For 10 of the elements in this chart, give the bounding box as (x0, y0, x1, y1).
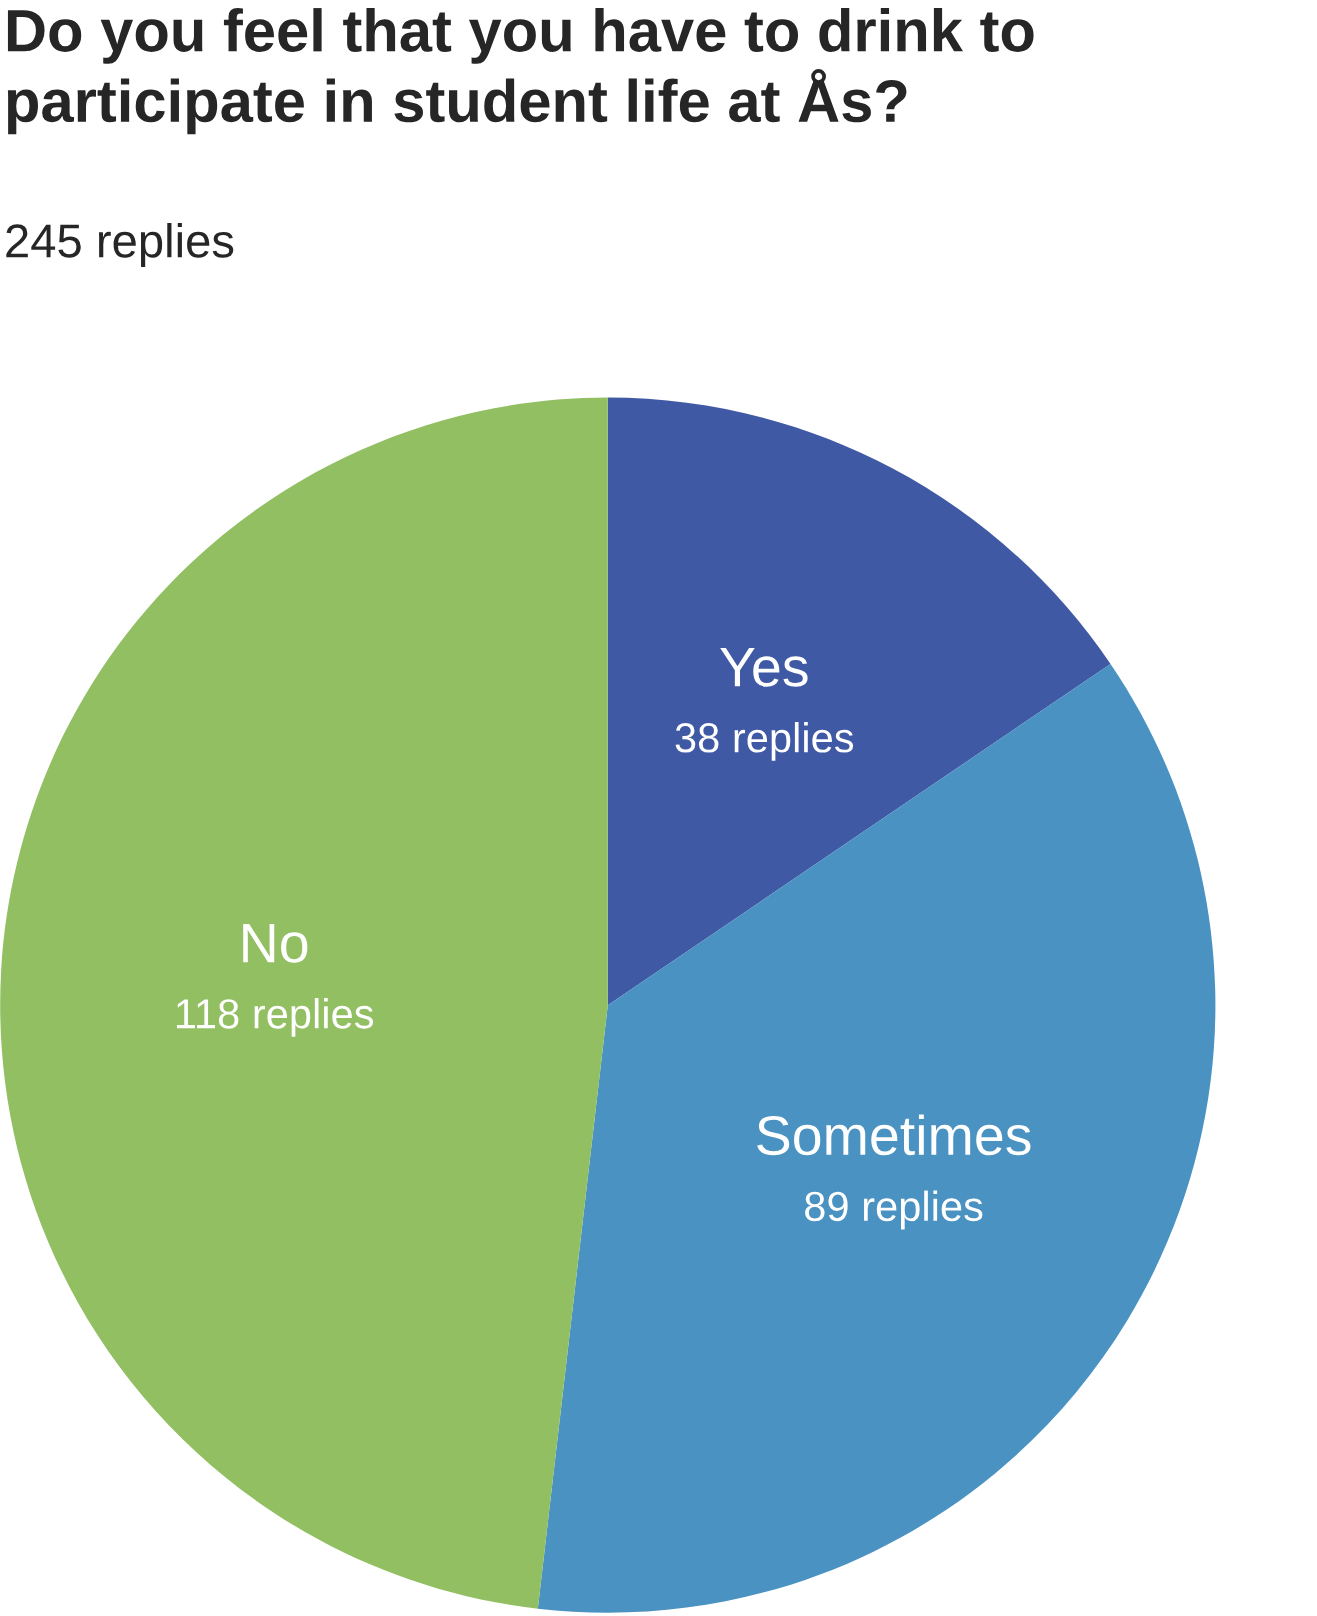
slice-label: Yes (720, 647, 808, 687)
data-label: 89 replies (805, 1190, 983, 1230)
slice-label: No (243, 923, 308, 963)
pie-slice (607, 397, 1111, 1006)
chart-title: Do you feel that you have to drink to participate in student life at Ås? (7, 8, 1034, 135)
slice-label: Sometimes (757, 1114, 1031, 1156)
pie-slice (0, 397, 608, 1609)
data-label: 118 replies (176, 998, 374, 1037)
chart-subtitle: 245 replies (6, 223, 234, 268)
data-label: 38 replies (675, 722, 854, 761)
